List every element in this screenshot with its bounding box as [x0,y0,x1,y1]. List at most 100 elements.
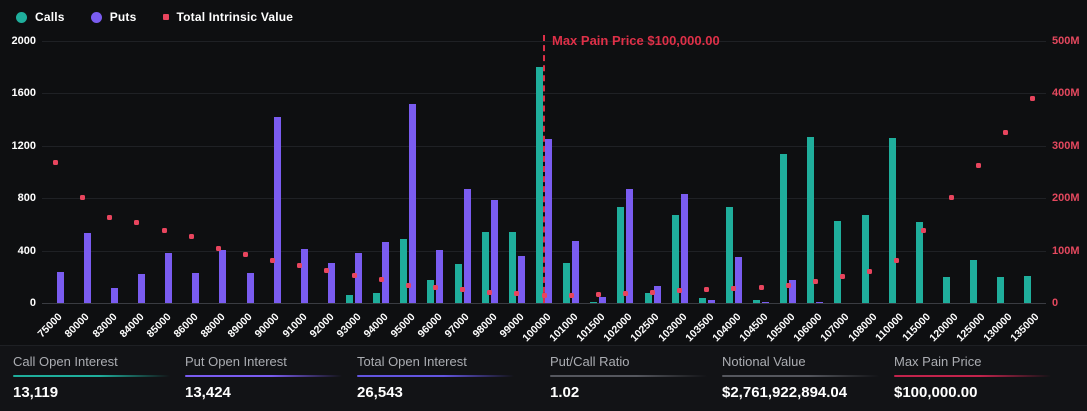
call-bar-95000[interactable] [400,238,408,303]
legend-item-total-intrinsic-value[interactable]: Total Intrinsic Value [162,10,294,24]
intrinsic-value-point-94000[interactable] [378,276,384,282]
put-bar-101500[interactable] [599,296,607,303]
call-bar-100000[interactable] [536,67,543,303]
call-bar-98000[interactable] [481,231,489,303]
put-bar-106000[interactable] [816,301,824,303]
legend-item-calls[interactable]: Calls [16,10,65,24]
call-bar-104000[interactable] [725,206,733,303]
intrinsic-value-point-80000[interactable] [80,194,86,200]
call-bar-120000[interactable] [943,276,951,303]
put-bar-84000[interactable] [137,274,145,303]
intrinsic-value-point-83000[interactable] [107,214,113,220]
put-bar-100000[interactable] [545,139,552,303]
put-bar-88000[interactable] [219,249,227,303]
call-bar-93000[interactable] [346,294,354,303]
intrinsic-value-point-135000[interactable] [1029,95,1035,101]
call-bar-103500[interactable] [698,298,706,303]
intrinsic-value-point-102000[interactable] [622,291,628,297]
put-bar-101000[interactable] [572,241,580,303]
intrinsic-value-point-95000[interactable] [405,282,411,288]
put-bar-95000[interactable] [409,103,417,303]
put-bar-104000[interactable] [734,257,742,303]
left-axis-tick-label: 0 [29,297,36,309]
intrinsic-value-point-84000[interactable] [134,220,140,226]
put-bar-92000[interactable] [327,263,335,303]
intrinsic-value-point-90000[interactable] [270,257,276,263]
intrinsic-value-point-101000[interactable] [568,292,574,298]
call-bar-94000[interactable] [373,293,381,303]
intrinsic-value-point-102500[interactable] [650,290,656,296]
intrinsic-value-point-99000[interactable] [514,291,520,297]
call-bar-130000[interactable] [997,276,1005,303]
intrinsic-value-point-103000[interactable] [677,288,683,294]
put-bar-102500[interactable] [653,285,661,303]
put-bar-96000[interactable] [436,249,444,303]
intrinsic-value-point-85000[interactable] [161,227,167,233]
put-bar-104500[interactable] [762,301,770,303]
call-bar-102500[interactable] [644,293,652,303]
call-bar-107000[interactable] [834,221,842,303]
intrinsic-value-point-96000[interactable] [432,284,438,290]
put-bar-75000[interactable] [56,272,64,303]
intrinsic-value-point-115000[interactable] [921,227,927,233]
call-bar-96000[interactable] [427,280,435,303]
put-bar-103500[interactable] [707,299,715,303]
intrinsic-value-point-91000[interactable] [297,262,303,268]
stat-value: $2,761,922,894.04 [722,384,848,401]
call-bar-104500[interactable] [753,300,761,303]
intrinsic-value-point-105000[interactable] [785,282,791,288]
put-bar-90000[interactable] [273,116,281,303]
intrinsic-value-point-104500[interactable] [758,284,764,290]
put-bar-98000[interactable] [490,199,498,303]
intrinsic-value-point-100000[interactable] [541,292,547,298]
intrinsic-value-point-103500[interactable] [704,286,710,292]
call-bar-110000[interactable] [888,137,896,303]
call-bar-135000[interactable] [1024,276,1032,303]
call-bar-106000[interactable] [807,136,815,303]
put-bar-86000[interactable] [192,272,200,303]
intrinsic-value-point-110000[interactable] [894,257,900,263]
call-bar-99000[interactable] [508,231,516,303]
put-bar-97000[interactable] [463,189,471,303]
call-bar-105000[interactable] [780,153,788,303]
put-bar-89000[interactable] [246,273,254,303]
put-bar-94000[interactable] [382,241,390,303]
intrinsic-value-point-101500[interactable] [595,292,601,298]
put-bar-102000[interactable] [626,189,634,303]
legend-item-puts[interactable]: Puts [90,10,137,24]
intrinsic-value-point-120000[interactable] [948,194,954,200]
call-bar-108000[interactable] [861,214,869,303]
call-bar-101000[interactable] [563,263,571,303]
strike-label: 103500 [683,311,717,345]
intrinsic-value-point-107000[interactable] [839,274,845,280]
intrinsic-value-point-104000[interactable] [731,285,737,291]
intrinsic-value-point-97000[interactable] [460,287,466,293]
intrinsic-value-point-93000[interactable] [351,272,357,278]
call-bar-101500[interactable] [590,301,598,303]
intrinsic-value-point-86000[interactable] [188,233,194,239]
put-bar-83000[interactable] [110,288,118,303]
call-bar-97000[interactable] [454,263,462,303]
call-bar-125000[interactable] [970,260,978,303]
put-bar-103000[interactable] [680,194,688,303]
call-bar-115000[interactable] [915,221,923,303]
intrinsic-value-point-98000[interactable] [487,289,493,295]
call-bar-103000[interactable] [671,214,679,303]
intrinsic-value-point-89000[interactable] [243,251,248,257]
legend-marker-icon [16,11,27,23]
put-bar-80000[interactable] [83,232,91,303]
intrinsic-value-point-106000[interactable] [812,278,818,284]
put-bar-99000[interactable] [517,256,525,303]
intrinsic-value-point-130000[interactable] [1002,129,1008,135]
put-bar-91000[interactable] [300,249,308,303]
put-bar-85000[interactable] [165,252,173,303]
intrinsic-value-point-75000[interactable] [53,160,59,166]
call-bar-102000[interactable] [617,207,625,303]
intrinsic-value-point-92000[interactable] [324,267,330,273]
put-bar-105000[interactable] [789,280,797,303]
intrinsic-value-point-125000[interactable] [975,163,981,169]
strike-label: 95000 [388,311,418,341]
intrinsic-value-point-88000[interactable] [215,246,221,252]
intrinsic-value-point-108000[interactable] [867,268,873,274]
put-bar-93000[interactable] [355,252,363,303]
